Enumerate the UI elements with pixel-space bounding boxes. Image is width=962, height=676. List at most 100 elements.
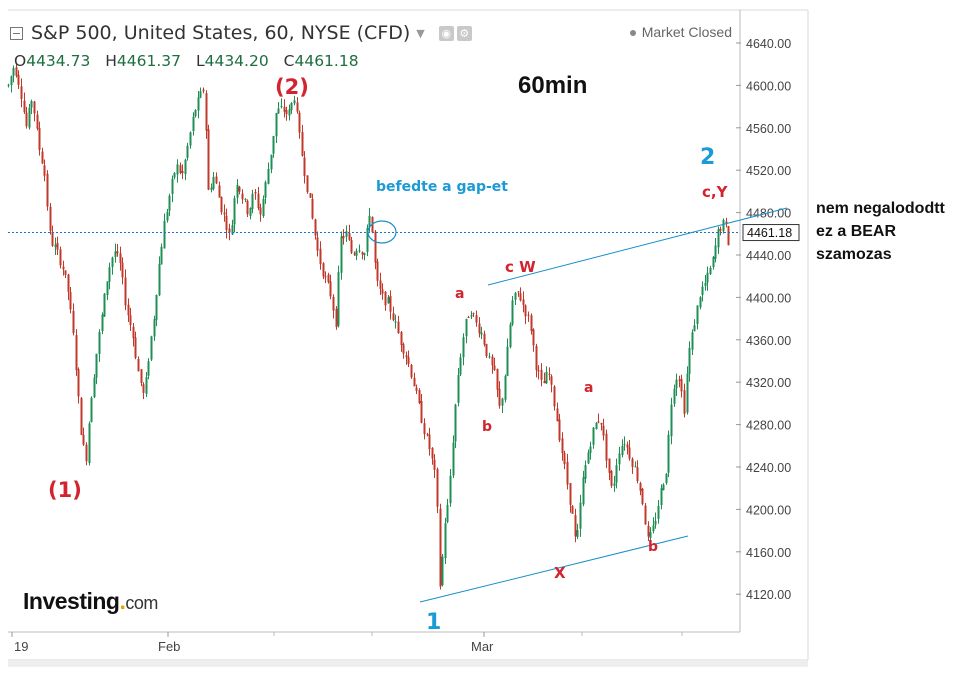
candle-body [296,102,299,112]
candle-body [556,408,559,422]
candle-body [121,262,124,278]
candle-body [615,465,618,483]
candle-body [10,76,13,85]
candle-body [361,252,364,255]
candle-body [244,198,247,200]
candle-body [678,379,681,381]
high-label: H [105,52,117,70]
candle-body [584,465,587,479]
candle-body [688,347,691,374]
candle-body [410,364,413,378]
candle-body [712,256,715,268]
candle-body [498,388,501,406]
candle-body [262,198,265,216]
candle-body [77,369,80,397]
candle-body [719,228,722,231]
candle-body [231,225,234,235]
candle-body [566,461,569,485]
candle-body [644,505,647,525]
candle-body [569,483,572,505]
candle-body [699,297,702,308]
logo-dot: . [119,588,126,614]
chevron-down-icon[interactable]: ▼ [416,26,425,40]
candle-body [114,251,117,257]
candle-body [358,250,361,252]
candle-body [101,314,104,332]
candle-body [171,178,174,195]
ohlc-readout: O4434.73 H4461.37 L4434.20 C4461.18 [14,52,369,70]
y-tick-label: 4440.00 [746,249,791,263]
y-tick-label: 4400.00 [746,291,791,305]
candle-body [641,488,644,505]
candle-body [592,427,595,445]
open-value: 4434.73 [26,52,91,70]
y-tick-label: 4640.00 [746,37,791,51]
candle-body [93,377,96,398]
candle-body [176,164,179,175]
candle-body [62,266,65,270]
candle-body [82,434,85,445]
candle-body [124,277,127,306]
candle-body [298,112,301,133]
eye-icon[interactable]: ◉ [438,25,454,41]
chart-header: S&P 500, United States, 60, NYSE (CFD) ▼… [10,22,472,44]
candle-body [691,332,694,350]
wave-label-x: X [554,564,566,582]
lower-channel-line [419,535,689,603]
candle-body [623,444,626,446]
candle-body [166,211,169,221]
candle-body [467,316,470,318]
candle-body [220,197,223,213]
candle-body [722,220,725,232]
candle-body [389,296,392,312]
y-axis: 4120.00 4160.00 4200.00 4240.00 4280.00 4320.… [736,37,791,602]
candle-body [553,386,556,407]
candle-body [353,253,356,255]
candle-body [218,185,221,198]
candle-body [111,257,114,268]
y-tick-label: 4200.00 [746,503,791,517]
candle-body [43,165,46,176]
candle-body [17,74,20,85]
collapse-icon[interactable] [10,26,23,40]
candle-body [327,274,330,283]
candle-body [649,532,652,538]
candle-body [480,332,483,335]
candle-body [238,186,241,192]
candle-body [376,261,379,281]
candle-body [608,458,611,473]
candle-body [225,215,228,231]
candle-body [173,172,176,178]
candle-body [319,248,322,265]
y-tick-label: 4560.00 [746,122,791,136]
candle-body [368,215,371,228]
candle-body [103,293,106,317]
candle-body [254,192,257,194]
candle-body [98,331,101,354]
x-tick-label: Mar [471,639,494,654]
candle-body [199,91,202,98]
instrument-title: S&P 500, United States, 60, NYSE (CFD) [31,22,411,44]
gear-icon[interactable]: ⚙ [456,25,472,41]
candle-body [652,525,655,532]
wave-label-a2: a [584,380,593,396]
candle-body [418,390,421,403]
logo-name: Investing [23,588,120,614]
candle-body [545,371,548,384]
candle-body [301,132,304,156]
horizontal-scrollbar[interactable] [8,661,808,667]
candle-body [449,475,452,504]
candle-body [446,504,449,523]
candle-body [311,198,314,219]
wave-label-b1: b [482,419,492,435]
candle-body [215,176,218,184]
candle-body [202,89,205,92]
candle-body [168,195,171,211]
x-axis: 19 Feb Mar [11,632,683,654]
candle-body [511,300,514,325]
candle-body [670,404,673,437]
candle-body [366,227,369,252]
candle-body [452,442,455,476]
candle-body [491,356,494,366]
